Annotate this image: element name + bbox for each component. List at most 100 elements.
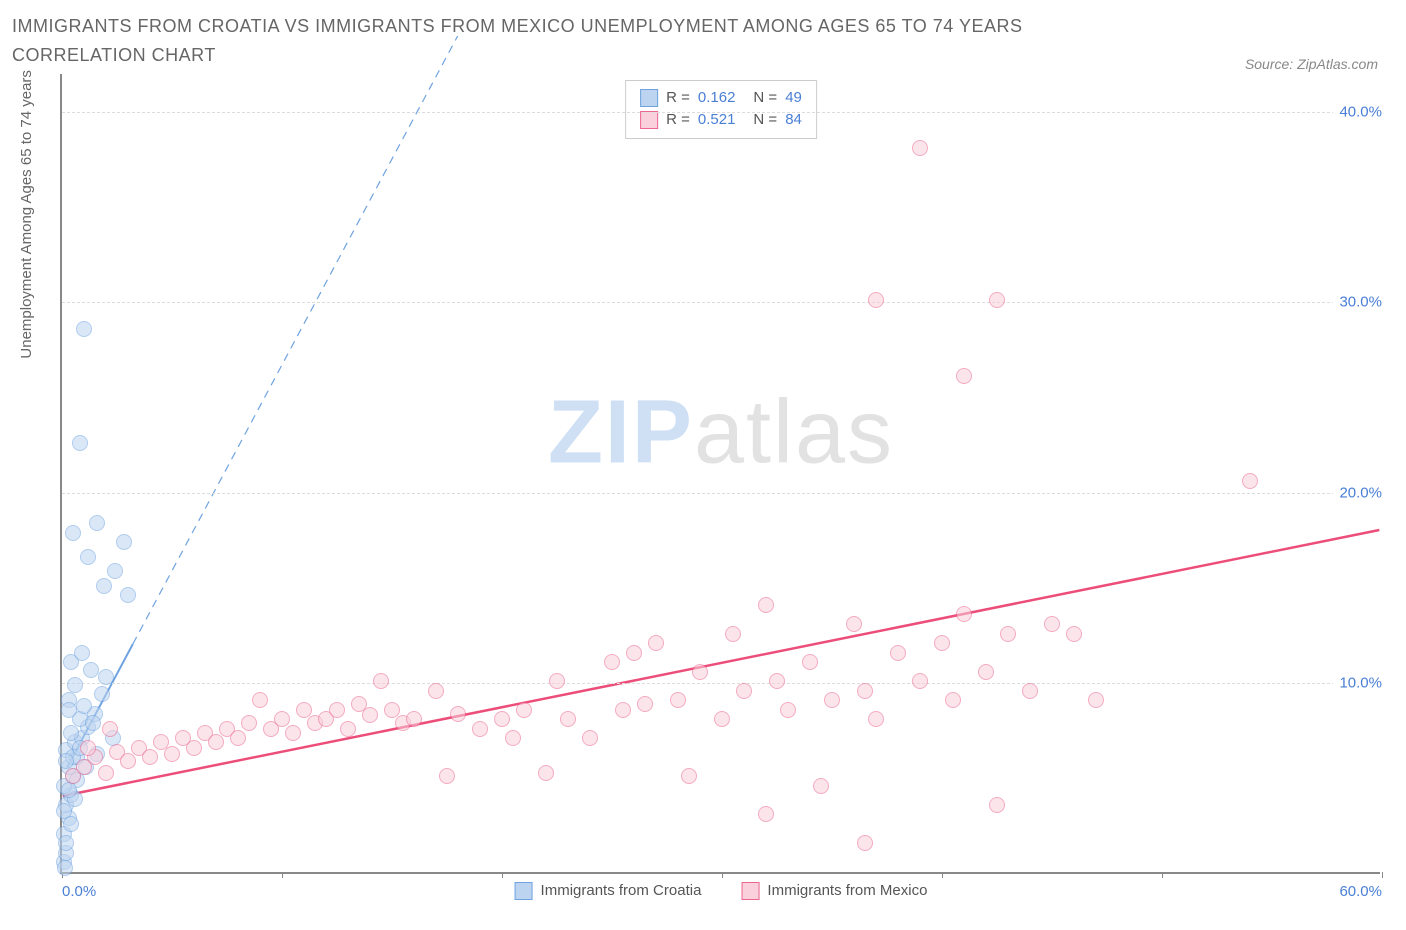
bottom-legend: Immigrants from Croatia Immigrants from …: [515, 882, 928, 900]
gridline: [62, 112, 1380, 113]
scatter-point: [912, 673, 928, 689]
scatter-point: [714, 711, 730, 727]
x-tick: [722, 872, 723, 878]
scatter-point: [61, 702, 77, 718]
scatter-point: [758, 806, 774, 822]
scatter-point: [868, 292, 884, 308]
legend-item-mexico: Immigrants from Mexico: [741, 882, 927, 900]
swatch-croatia: [640, 89, 658, 107]
x-tick: [1382, 872, 1383, 878]
n-value-croatia: 49: [785, 87, 802, 110]
scatter-point: [102, 721, 118, 737]
scatter-point: [538, 765, 554, 781]
scatter-point: [1088, 692, 1104, 708]
scatter-point: [439, 768, 455, 784]
stats-row-croatia: R = 0.162 N = 49: [640, 87, 802, 110]
scatter-point: [230, 730, 246, 746]
x-tick: [282, 872, 283, 878]
scatter-point: [80, 549, 96, 565]
scatter-point: [637, 696, 653, 712]
scatter-point: [98, 765, 114, 781]
scatter-point: [725, 626, 741, 642]
scatter-point: [241, 715, 257, 731]
scatter-point: [1044, 616, 1060, 632]
scatter-point: [1066, 626, 1082, 642]
scatter-point: [58, 835, 74, 851]
scatter-point: [802, 654, 818, 670]
scatter-point: [96, 578, 112, 594]
scatter-point: [428, 683, 444, 699]
gridline: [62, 683, 1380, 684]
x-tick: [942, 872, 943, 878]
scatter-point: [494, 711, 510, 727]
scatter-point: [65, 525, 81, 541]
scatter-point: [252, 692, 268, 708]
scatter-point: [80, 740, 96, 756]
watermark-atlas: atlas: [694, 382, 894, 482]
scatter-point: [340, 721, 356, 737]
scatter-point: [89, 515, 105, 531]
scatter-point: [450, 706, 466, 722]
scatter-point: [857, 835, 873, 851]
scatter-point: [98, 669, 114, 685]
scatter-point: [670, 692, 686, 708]
scatter-point: [934, 635, 950, 651]
scatter-point: [116, 534, 132, 550]
scatter-point: [978, 664, 994, 680]
y-axis-label: Unemployment Among Ages 65 to 74 years: [18, 70, 35, 359]
chart-container: Unemployment Among Ages 65 to 74 years Z…: [12, 74, 1394, 914]
scatter-point: [626, 645, 642, 661]
watermark: ZIPatlas: [548, 381, 894, 484]
scatter-point: [956, 368, 972, 384]
trend-lines: [62, 74, 1380, 872]
scatter-point: [1022, 683, 1038, 699]
scatter-point: [74, 645, 90, 661]
scatter-point: [560, 711, 576, 727]
scatter-point: [85, 715, 101, 731]
scatter-point: [956, 606, 972, 622]
scatter-point: [142, 749, 158, 765]
scatter-point: [186, 740, 202, 756]
x-tick: [1162, 872, 1163, 878]
scatter-point: [582, 730, 598, 746]
watermark-zip: ZIP: [548, 382, 694, 482]
scatter-point: [296, 702, 312, 718]
scatter-point: [505, 730, 521, 746]
scatter-point: [406, 711, 422, 727]
scatter-point: [824, 692, 840, 708]
scatter-point: [945, 692, 961, 708]
scatter-point: [868, 711, 884, 727]
scatter-point: [67, 677, 83, 693]
stats-legend-box: R = 0.162 N = 49 R = 0.521 N = 84: [625, 80, 817, 139]
scatter-point: [208, 734, 224, 750]
scatter-point: [94, 686, 110, 702]
scatter-point: [549, 673, 565, 689]
legend-label-mexico: Immigrants from Mexico: [767, 882, 927, 899]
y-tick-label: 40.0%: [1333, 103, 1382, 120]
scatter-point: [780, 702, 796, 718]
scatter-point: [58, 753, 74, 769]
scatter-point: [692, 664, 708, 680]
scatter-point: [615, 702, 631, 718]
scatter-point: [813, 778, 829, 794]
scatter-point: [274, 711, 290, 727]
y-tick-label: 20.0%: [1333, 484, 1382, 501]
y-tick-label: 30.0%: [1333, 294, 1382, 311]
gridline: [62, 493, 1380, 494]
plot-area: ZIPatlas R = 0.162 N = 49 R = 0.521 N = …: [60, 74, 1380, 874]
scatter-point: [912, 140, 928, 156]
scatter-point: [384, 702, 400, 718]
scatter-point: [648, 635, 664, 651]
scatter-point: [107, 563, 123, 579]
scatter-point: [362, 707, 378, 723]
scatter-point: [758, 597, 774, 613]
scatter-point: [890, 645, 906, 661]
scatter-point: [989, 797, 1005, 813]
scatter-point: [1242, 473, 1258, 489]
source-label: Source: ZipAtlas.com: [1245, 56, 1378, 72]
scatter-point: [120, 587, 136, 603]
scatter-point: [164, 746, 180, 762]
swatch-mexico: [640, 111, 658, 129]
scatter-point: [76, 698, 92, 714]
gridline: [62, 302, 1380, 303]
